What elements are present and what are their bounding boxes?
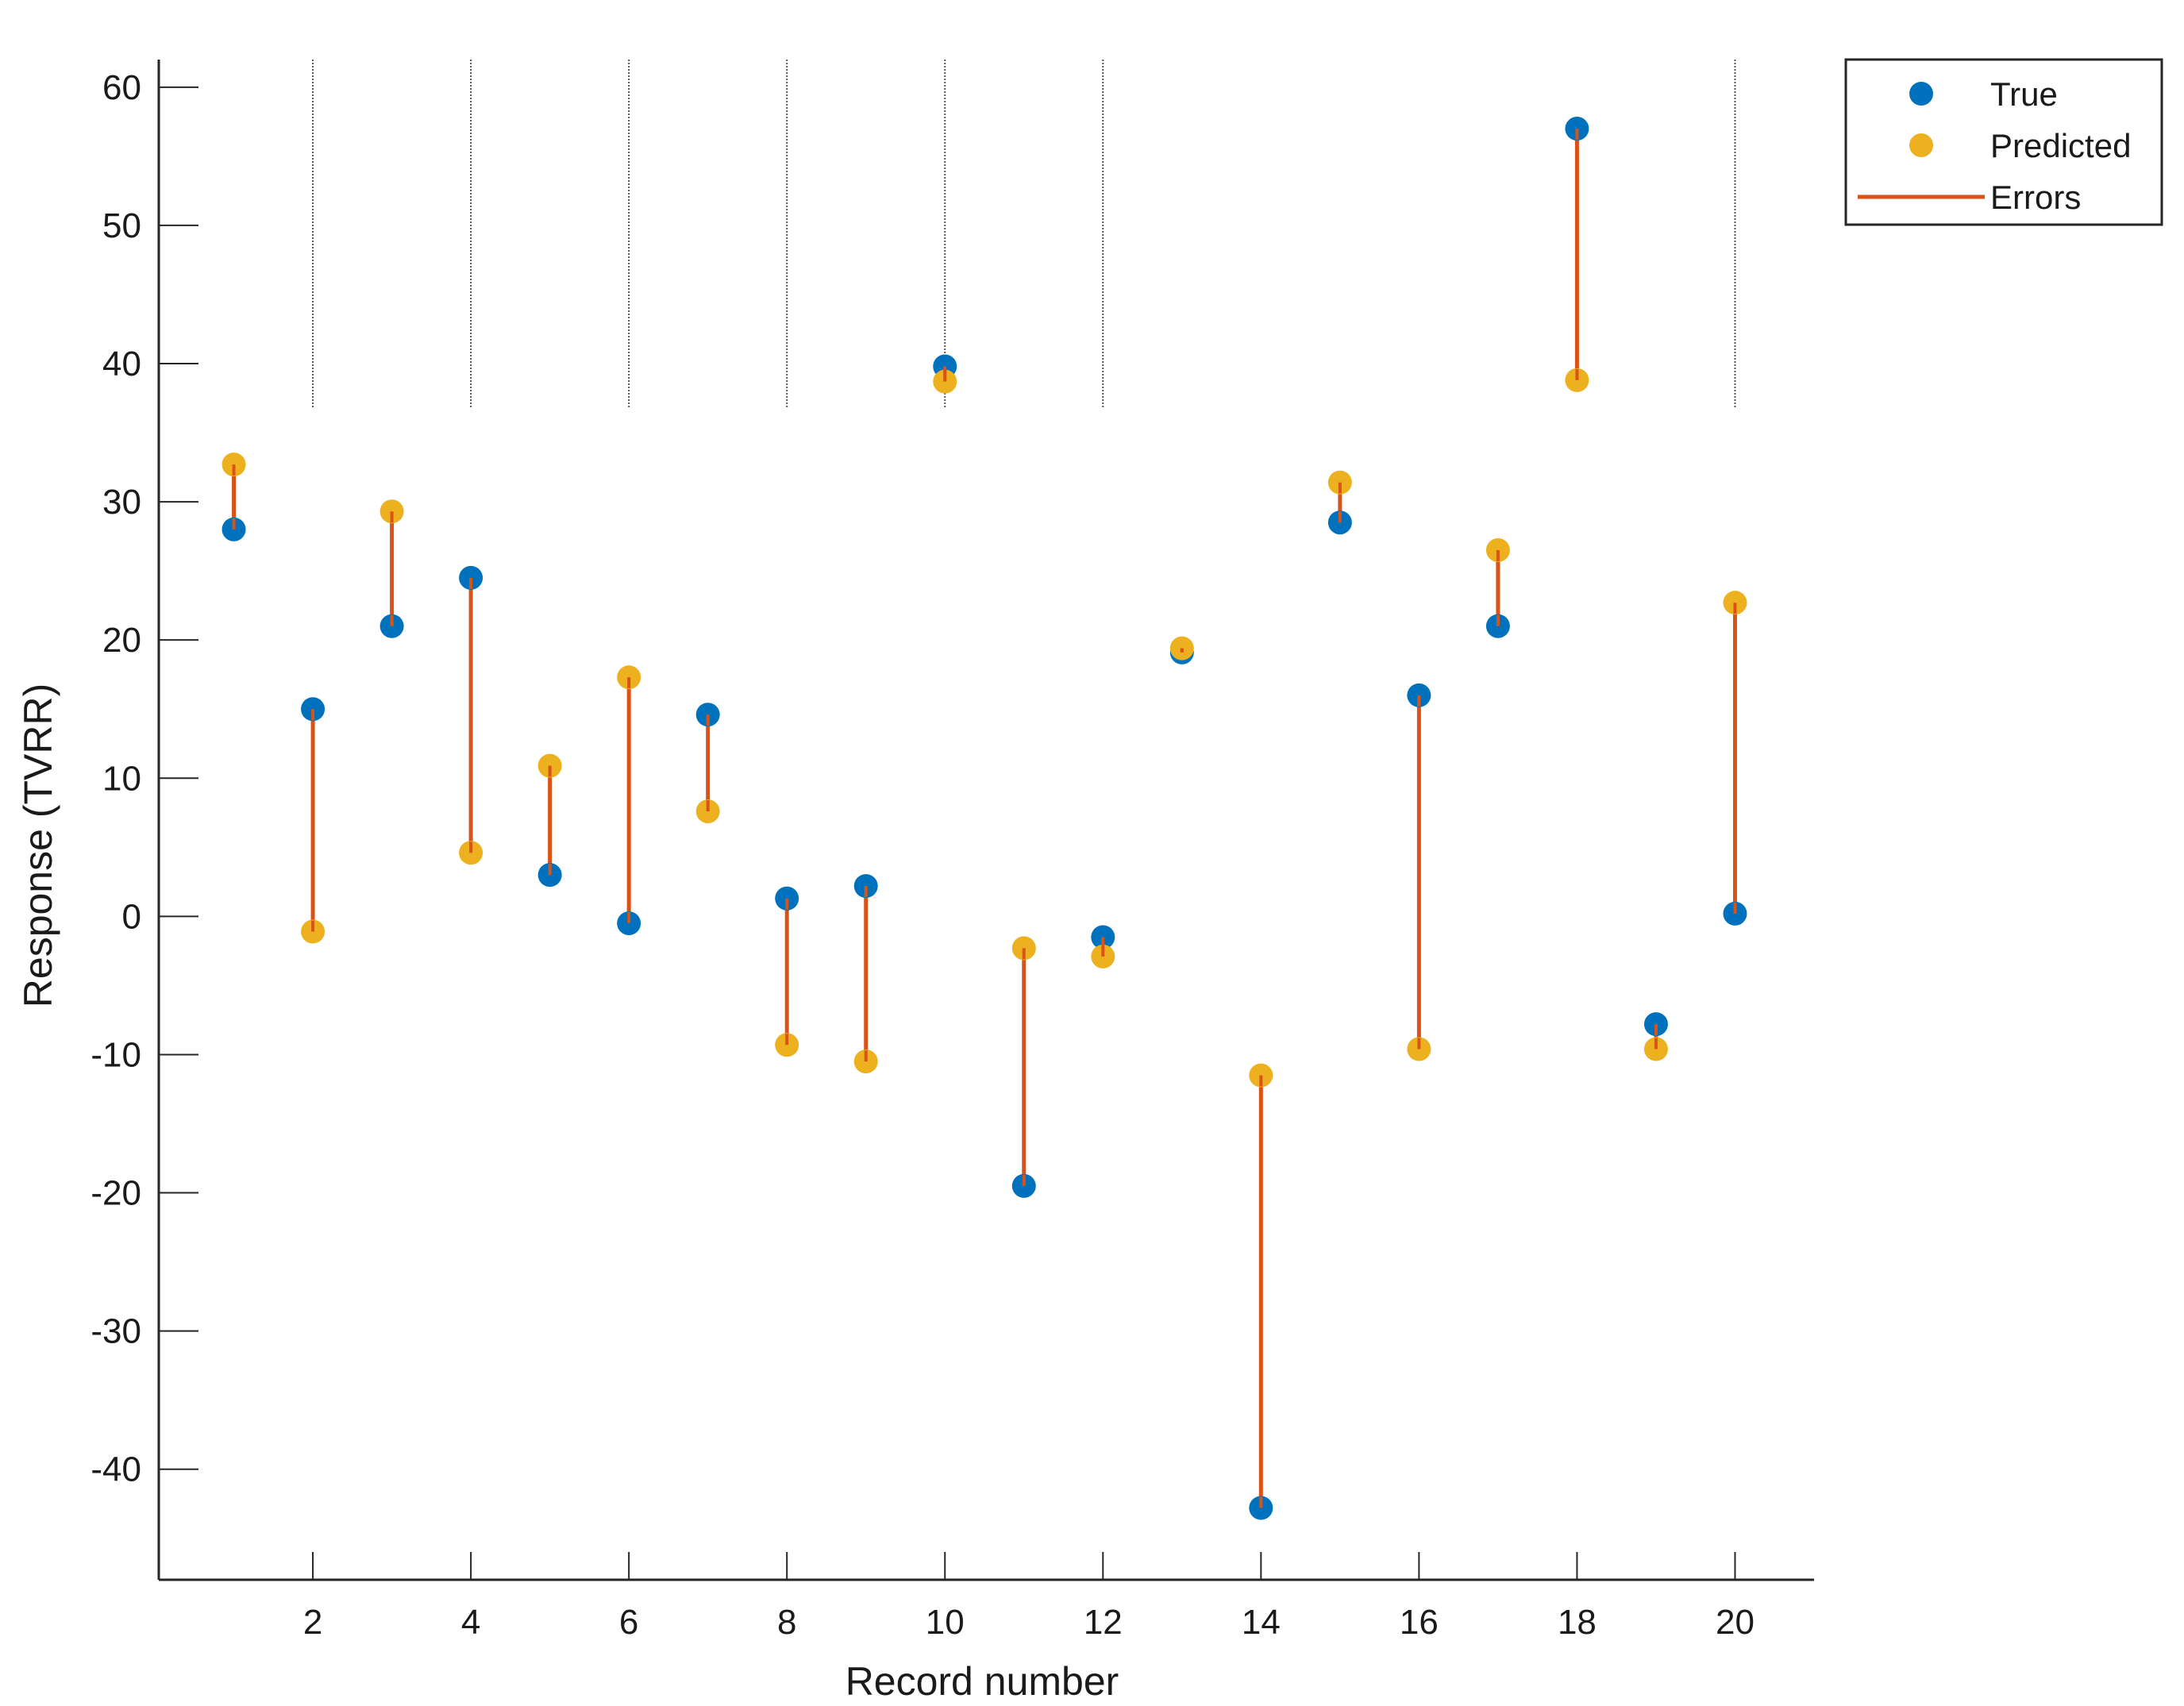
y-tick-label-50: 50	[102, 206, 141, 245]
y-tick-label--20: -20	[91, 1174, 141, 1213]
y-tick-label--40: -40	[91, 1450, 141, 1489]
y-tick-label-60: 60	[102, 68, 141, 107]
y-tick-label-0: 0	[122, 897, 141, 936]
y-tick-label-20: 20	[102, 621, 141, 660]
y-tick-label--30: -30	[91, 1312, 141, 1351]
x-tick-label-20: 20	[1716, 1603, 1755, 1642]
x-tick-label-12: 12	[1084, 1603, 1123, 1642]
y-tick-label--10: -10	[91, 1035, 141, 1074]
x-tick-label-16: 16	[1400, 1603, 1439, 1642]
legend-true-label: True	[1990, 75, 2058, 113]
x-tick-label-18: 18	[1558, 1603, 1597, 1642]
legend-true-marker	[1909, 82, 1933, 106]
legend-predicted-label: Predicted	[1990, 127, 2131, 164]
x-tick-label-4: 4	[461, 1603, 480, 1642]
error-lines	[232, 129, 1737, 1508]
legend: True Predicted Errors	[1844, 58, 2163, 226]
x-tick-label-2: 2	[303, 1603, 322, 1642]
x-tick-label-14: 14	[1242, 1603, 1281, 1642]
y-tick-label-40: 40	[102, 345, 141, 383]
legend-predicted-marker	[1909, 133, 1933, 157]
vertical-guide-lines	[312, 60, 1736, 409]
legend-errors-label: Errors	[1990, 179, 2081, 216]
data-markers	[221, 117, 1747, 1520]
y-axis-title: Response (TVRR)	[16, 684, 60, 1007]
y-tick-label-10: 10	[102, 759, 141, 798]
x-tick-label-8: 8	[777, 1603, 796, 1642]
x-tick-label-6: 6	[619, 1603, 638, 1642]
axes: -40 -30 -20 -10 0 10 20 30 40 50 60 2 4 6 8 10 12 14 16 18 2…	[91, 60, 1814, 1642]
x-axis-title: Record number	[845, 1659, 1119, 1704]
x-tick-label-10: 10	[926, 1603, 965, 1642]
y-tick-label-30: 30	[102, 483, 141, 522]
